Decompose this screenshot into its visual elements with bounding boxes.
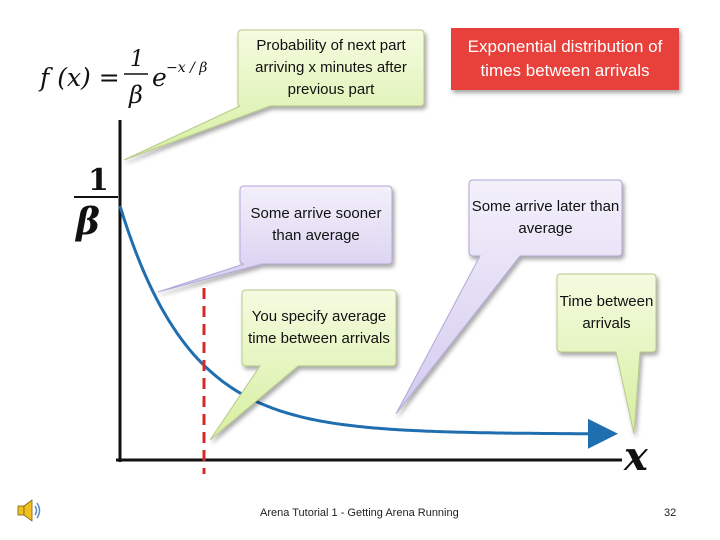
formula-denominator: β: [128, 81, 143, 109]
y-axis-label-denominator: β: [74, 201, 100, 243]
density-curve: [118, 205, 618, 449]
formula-exponent: −x / β: [166, 60, 207, 76]
formula-lhs: f (x) =: [38, 63, 120, 92]
callout-average-shape: [209, 289, 397, 441]
slide-title: Exponential distribution of times betwee…: [451, 28, 679, 90]
callout-average: You specify average time between arrival…: [248, 308, 390, 347]
callout-later: Some arrive later than average: [471, 198, 620, 237]
callout-probability: Probability of next part arriving x minu…: [255, 37, 407, 98]
page-number: 32: [664, 507, 677, 519]
x-axis-label: x: [623, 433, 649, 480]
y-axis-label-numerator: 1: [88, 163, 109, 198]
speaker-icon[interactable]: [17, 499, 41, 522]
formula-numerator: 1: [130, 47, 144, 72]
callout-later-shape: [395, 179, 623, 415]
callout-sooner: Some arrive sooner than average: [250, 205, 382, 244]
callout-time-between-shape: [556, 273, 657, 435]
footer-title: Arena Tutorial 1 - Getting Arena Running: [260, 507, 459, 519]
callout-probability-shape: [123, 29, 425, 161]
formula-base: e: [152, 63, 167, 92]
callout-time-between: Time between arrivals: [559, 293, 654, 332]
callout-sooner-shape: [157, 185, 393, 293]
